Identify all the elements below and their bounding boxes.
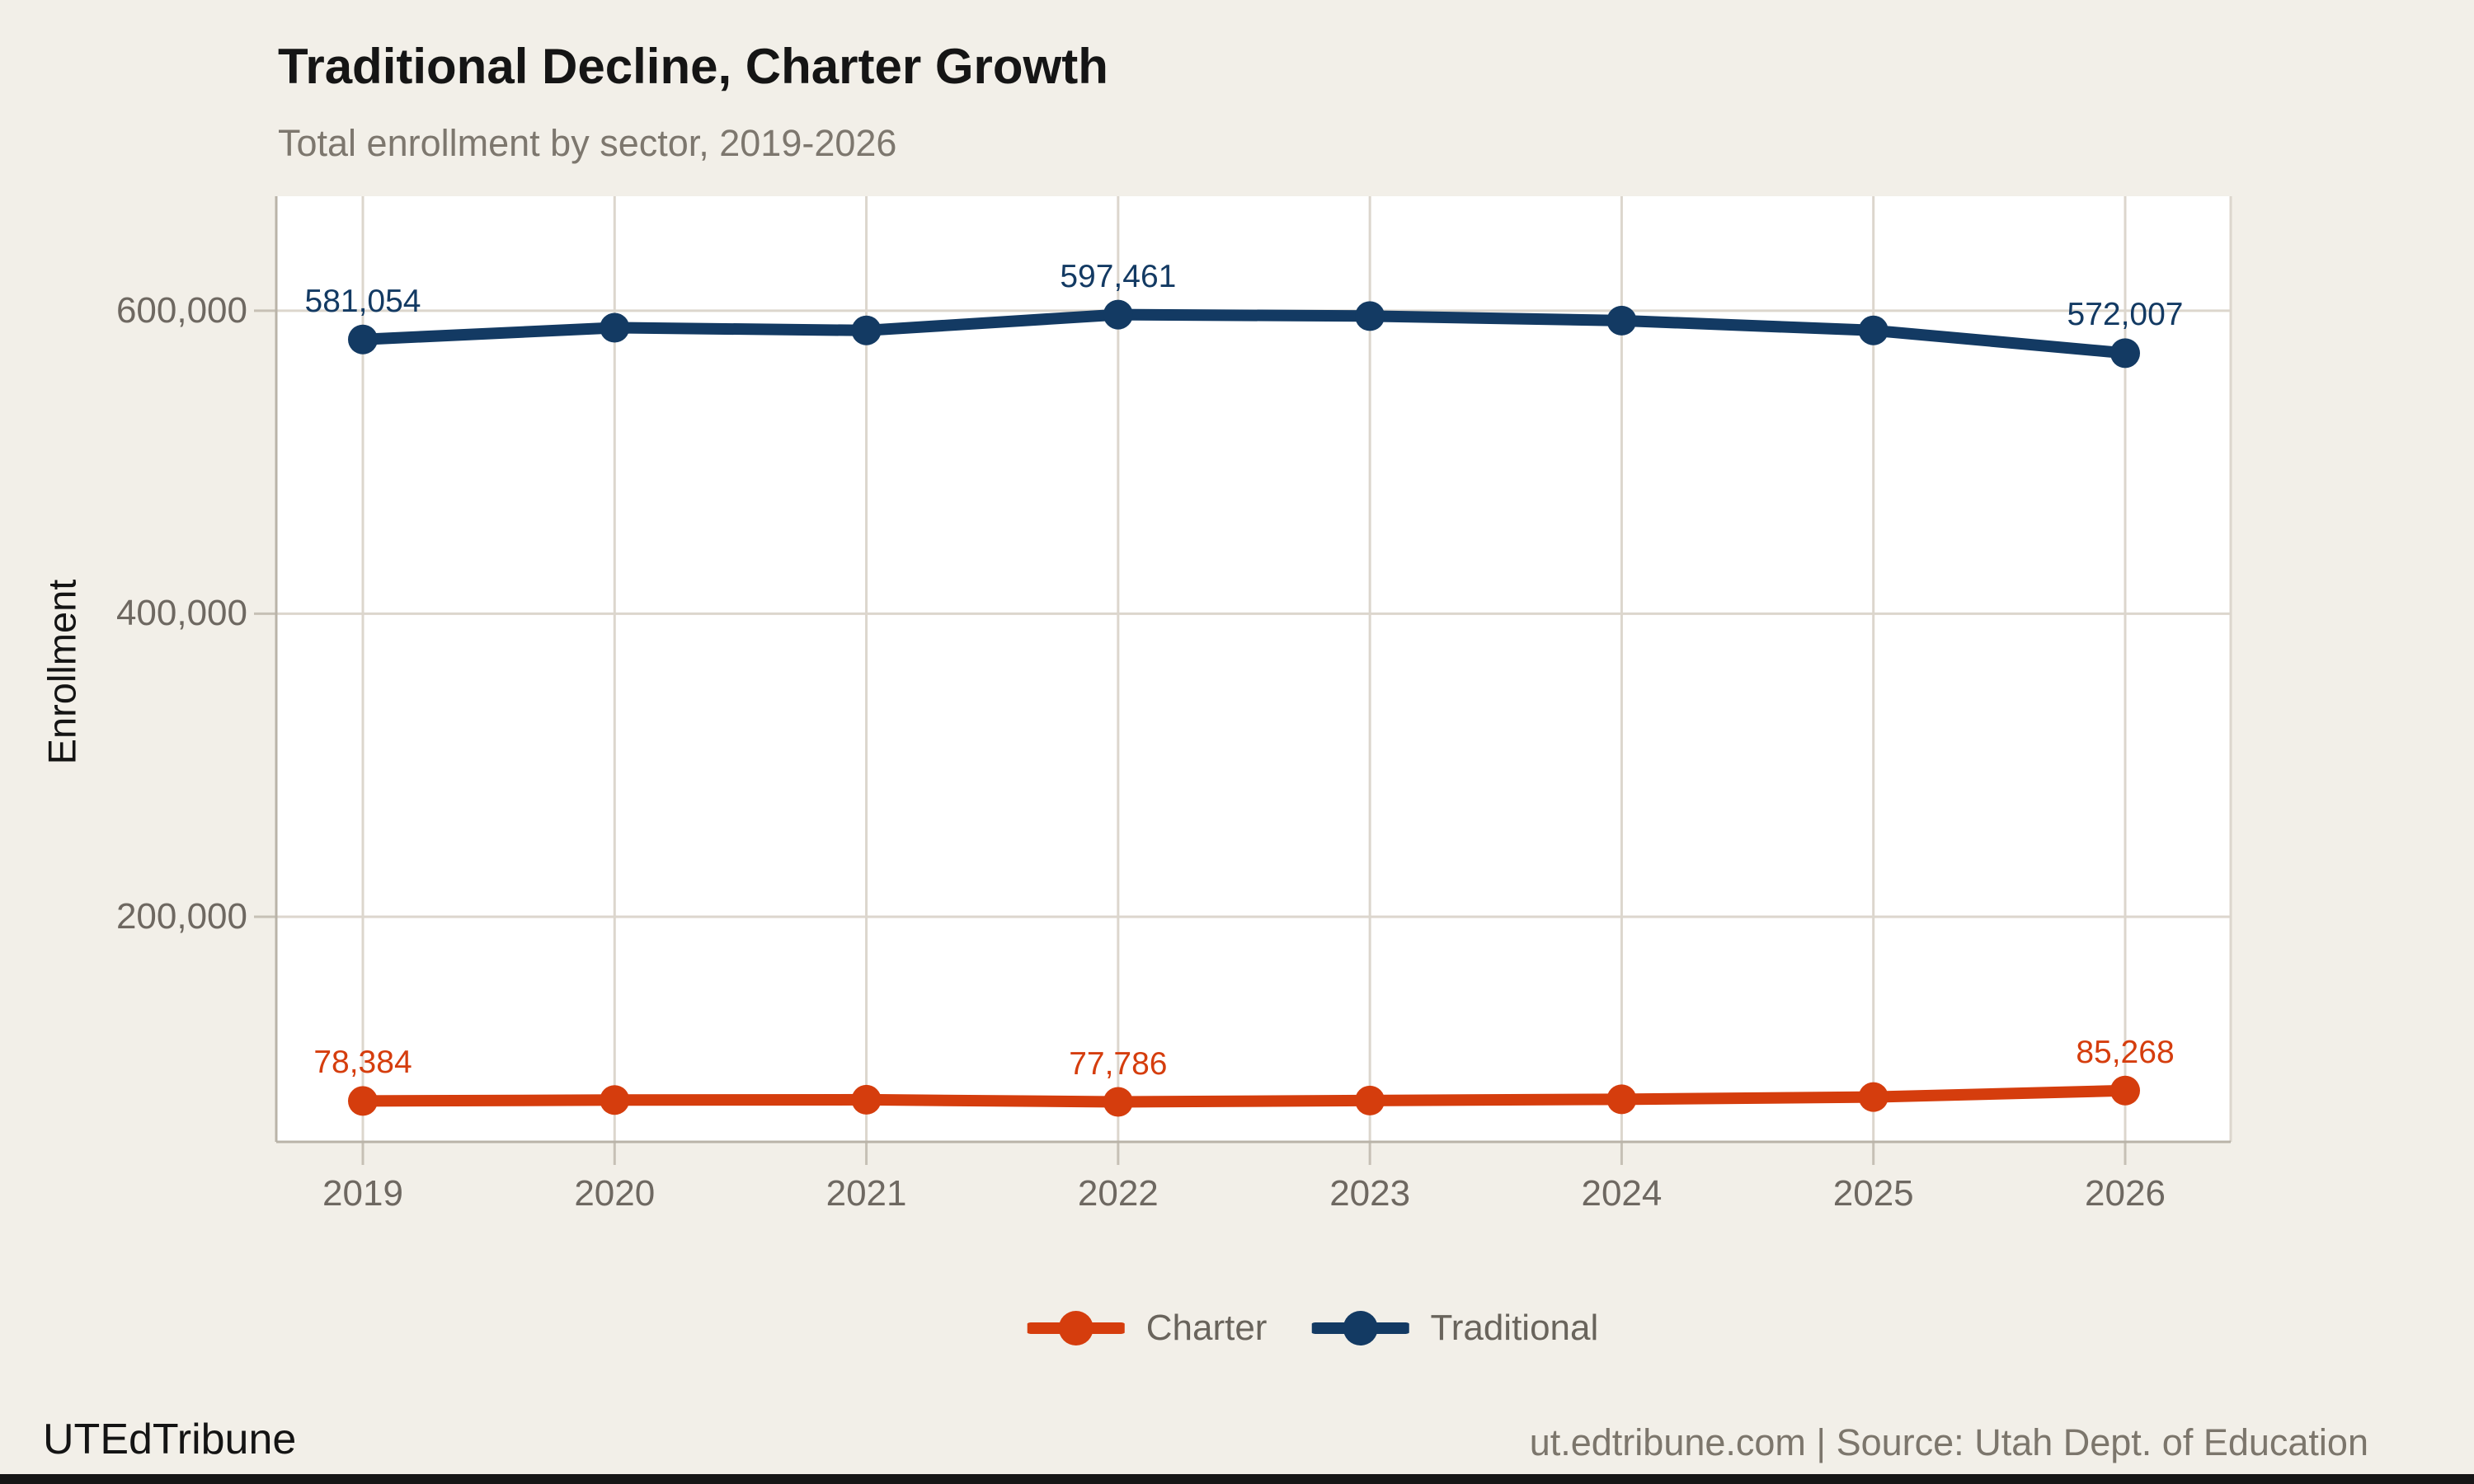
y-tick-label: 200,000: [115, 895, 247, 937]
x-tick-label: 2026: [2085, 1173, 2166, 1214]
x-tick-label: 2022: [1077, 1173, 1159, 1214]
data-point-label: 597,461: [1060, 258, 1177, 294]
x-tick-label: 2021: [825, 1173, 907, 1214]
data-point-label: 572,007: [2067, 297, 2184, 333]
data-point: [851, 1084, 882, 1115]
data-point: [851, 315, 882, 345]
series-line-charter: [357, 1084, 2131, 1108]
legend-label-traditional: Traditional: [1430, 1308, 1599, 1348]
chart-subtitle: Total enrollment by sector, 2019-2026: [278, 122, 897, 164]
data-point-label: 581,054: [304, 283, 421, 319]
data-point: [2110, 1075, 2140, 1106]
x-tick-label: 2025: [1832, 1173, 1914, 1214]
legend-label-charter: Charter: [1145, 1308, 1268, 1348]
data-point-label: 77,786: [1069, 1045, 1168, 1082]
data-point: [1355, 1085, 1385, 1115]
legend-item-traditional: Traditional: [1311, 1308, 1598, 1349]
legend-item-charter: Charter: [1027, 1308, 1268, 1349]
data-point: [1858, 1082, 1888, 1112]
y-tick-label: 400,000: [115, 593, 247, 634]
data-point: [348, 324, 378, 355]
data-point: [1103, 1087, 1133, 1117]
publisher-wordmark: UTEdTribune: [43, 1416, 297, 1463]
data-point: [600, 1085, 630, 1115]
traditional-legend-marker-icon: [1311, 1311, 1409, 1345]
x-tick-label: 2024: [1581, 1173, 1663, 1214]
data-point-label: 78,384: [313, 1045, 412, 1081]
data-point: [348, 1086, 378, 1116]
x-tick-label: 2019: [322, 1173, 403, 1214]
x-tick-label: 2020: [574, 1173, 656, 1214]
data-point: [1858, 315, 1888, 345]
series-line-traditional: [357, 308, 2131, 359]
chart-title: Traditional Decline, Charter Growth: [278, 39, 1108, 94]
x-tick-label: 2023: [1329, 1173, 1411, 1214]
bottom-accent-bar: [0, 1474, 2474, 1484]
data-point: [2110, 338, 2140, 369]
data-point: [1355, 301, 1385, 331]
data-point-label: 85,268: [2076, 1034, 2175, 1070]
legend: Charter Traditional: [1027, 1308, 1598, 1349]
y-tick-label: 600,000: [115, 289, 247, 331]
source-attribution: ut.edtribune.com | Source: Utah Dept. of…: [1529, 1421, 2368, 1463]
data-point: [1103, 299, 1133, 330]
data-point: [1606, 305, 1637, 336]
data-point: [600, 312, 630, 343]
charter-legend-marker-icon: [1027, 1311, 1125, 1345]
data-point: [1606, 1084, 1637, 1115]
